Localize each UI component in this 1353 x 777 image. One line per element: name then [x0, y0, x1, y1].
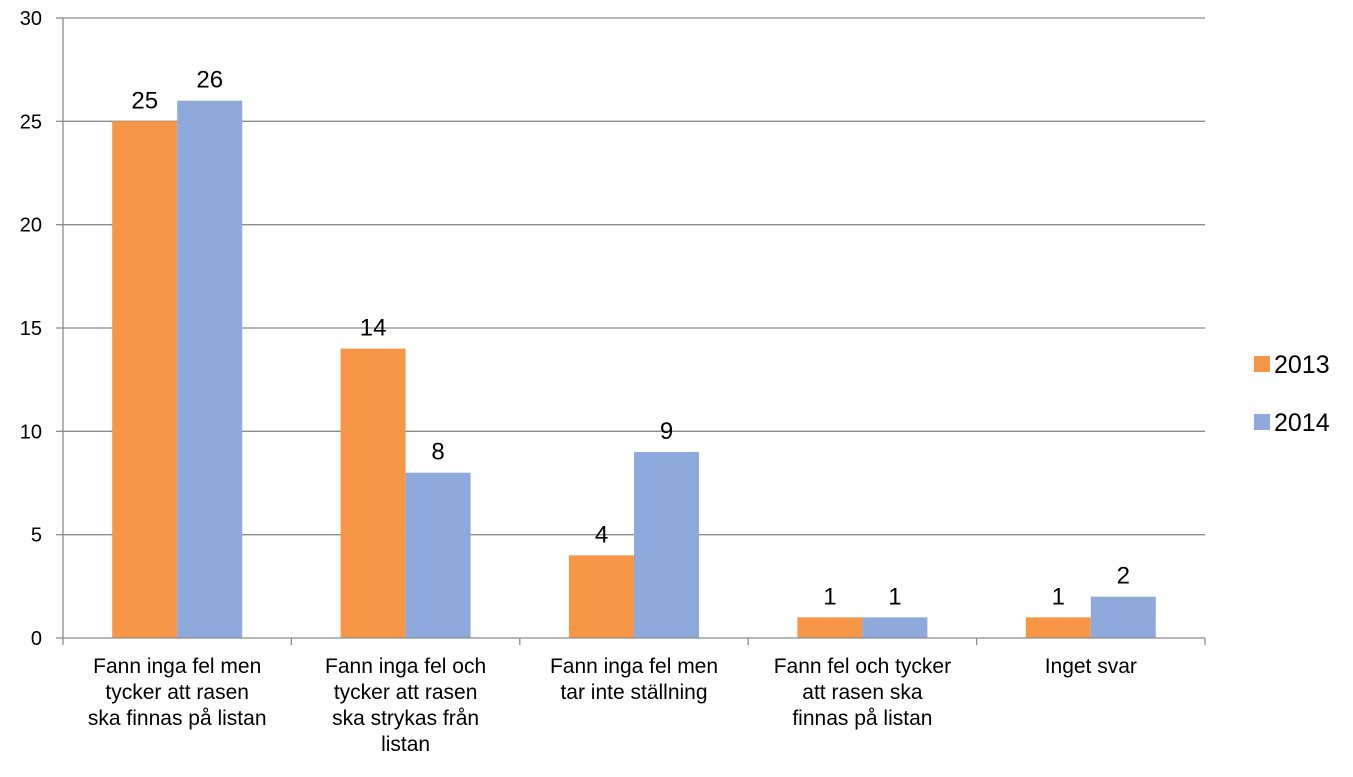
legend-swatch-2014 — [1254, 414, 1270, 430]
x-category-label-line: Fann inga fel men — [93, 655, 261, 678]
x-category-label-line: Fann inga fel men — [550, 655, 718, 678]
y-tick-label: 15 — [20, 318, 42, 340]
y-tick-label: 5 — [31, 525, 42, 547]
bar-2014-2 — [634, 452, 699, 638]
x-category-label-line: ska finnas på listan — [88, 707, 267, 730]
legend-label: 2013 — [1274, 351, 1330, 379]
bar-2013-0 — [112, 121, 178, 639]
x-category-label-line: listan — [381, 733, 430, 756]
y-tick-label: 0 — [31, 628, 42, 650]
x-category-label: Inget svar — [1045, 655, 1137, 678]
y-tick-label: 20 — [20, 215, 42, 237]
legend-swatch-2013 — [1254, 356, 1270, 372]
bar-2014-4 — [1090, 596, 1156, 638]
x-category-label-line: ska strykas från — [332, 707, 479, 730]
data-label: 4 — [595, 521, 608, 548]
data-label: 1 — [1052, 583, 1065, 610]
data-label: 26 — [196, 67, 223, 94]
x-category-label: Fann inga fel och tycker att rasen ska str… — [325, 655, 486, 756]
y-tick-label: 30 — [20, 8, 42, 30]
x-category-label-line: att rasen ska — [802, 681, 923, 704]
x-category-label-line: Fann fel och tycker — [774, 655, 951, 678]
bar-2013-1 — [340, 348, 406, 638]
legend-label: 2014 — [1274, 409, 1330, 437]
x-category-label: Fann fel och tycker att rasen ska finnas p… — [774, 655, 951, 730]
x-category-label: Fann inga fel men tycker att rasen ska fin… — [88, 655, 267, 730]
data-label: 14 — [360, 315, 387, 342]
data-label: 9 — [660, 418, 673, 445]
x-category-label-line: tar inte ställning — [560, 681, 707, 704]
x-category-label-line: Fann inga fel och — [325, 655, 486, 678]
axes: 0 5 10 15 20 25 30 Fann inga fel men tycker att … — [20, 8, 1206, 756]
x-category-label-line: Inget svar — [1045, 655, 1137, 678]
x-category-label-line: tycker att rasen — [105, 681, 249, 704]
data-label: 25 — [131, 87, 158, 114]
x-category-label: Fann inga fel men tar inte ställning — [550, 655, 718, 704]
bar-2013-4 — [1025, 617, 1091, 638]
bar-2014-1 — [405, 472, 471, 638]
data-label: 1 — [823, 583, 836, 610]
y-tick-label: 10 — [20, 421, 42, 443]
x-category-label-line: tycker att rasen — [334, 681, 478, 704]
data-label: 8 — [431, 439, 444, 466]
gridlines — [63, 17, 1205, 536]
bars — [112, 100, 1156, 639]
data-label: 2 — [1117, 563, 1130, 590]
bar-2013-2 — [569, 555, 634, 638]
y-tick-label: 25 — [20, 111, 42, 133]
data-label: 1 — [888, 583, 901, 610]
bar-2014-0 — [177, 100, 243, 638]
data-labels: 25 14 4 1 1 26 8 9 1 2 — [131, 67, 1130, 611]
x-category-label-line: finnas på listan — [792, 707, 932, 730]
bar-2013-3 — [797, 617, 863, 638]
legend: 2013 2014 — [1254, 351, 1330, 437]
bar-2014-3 — [862, 617, 928, 638]
